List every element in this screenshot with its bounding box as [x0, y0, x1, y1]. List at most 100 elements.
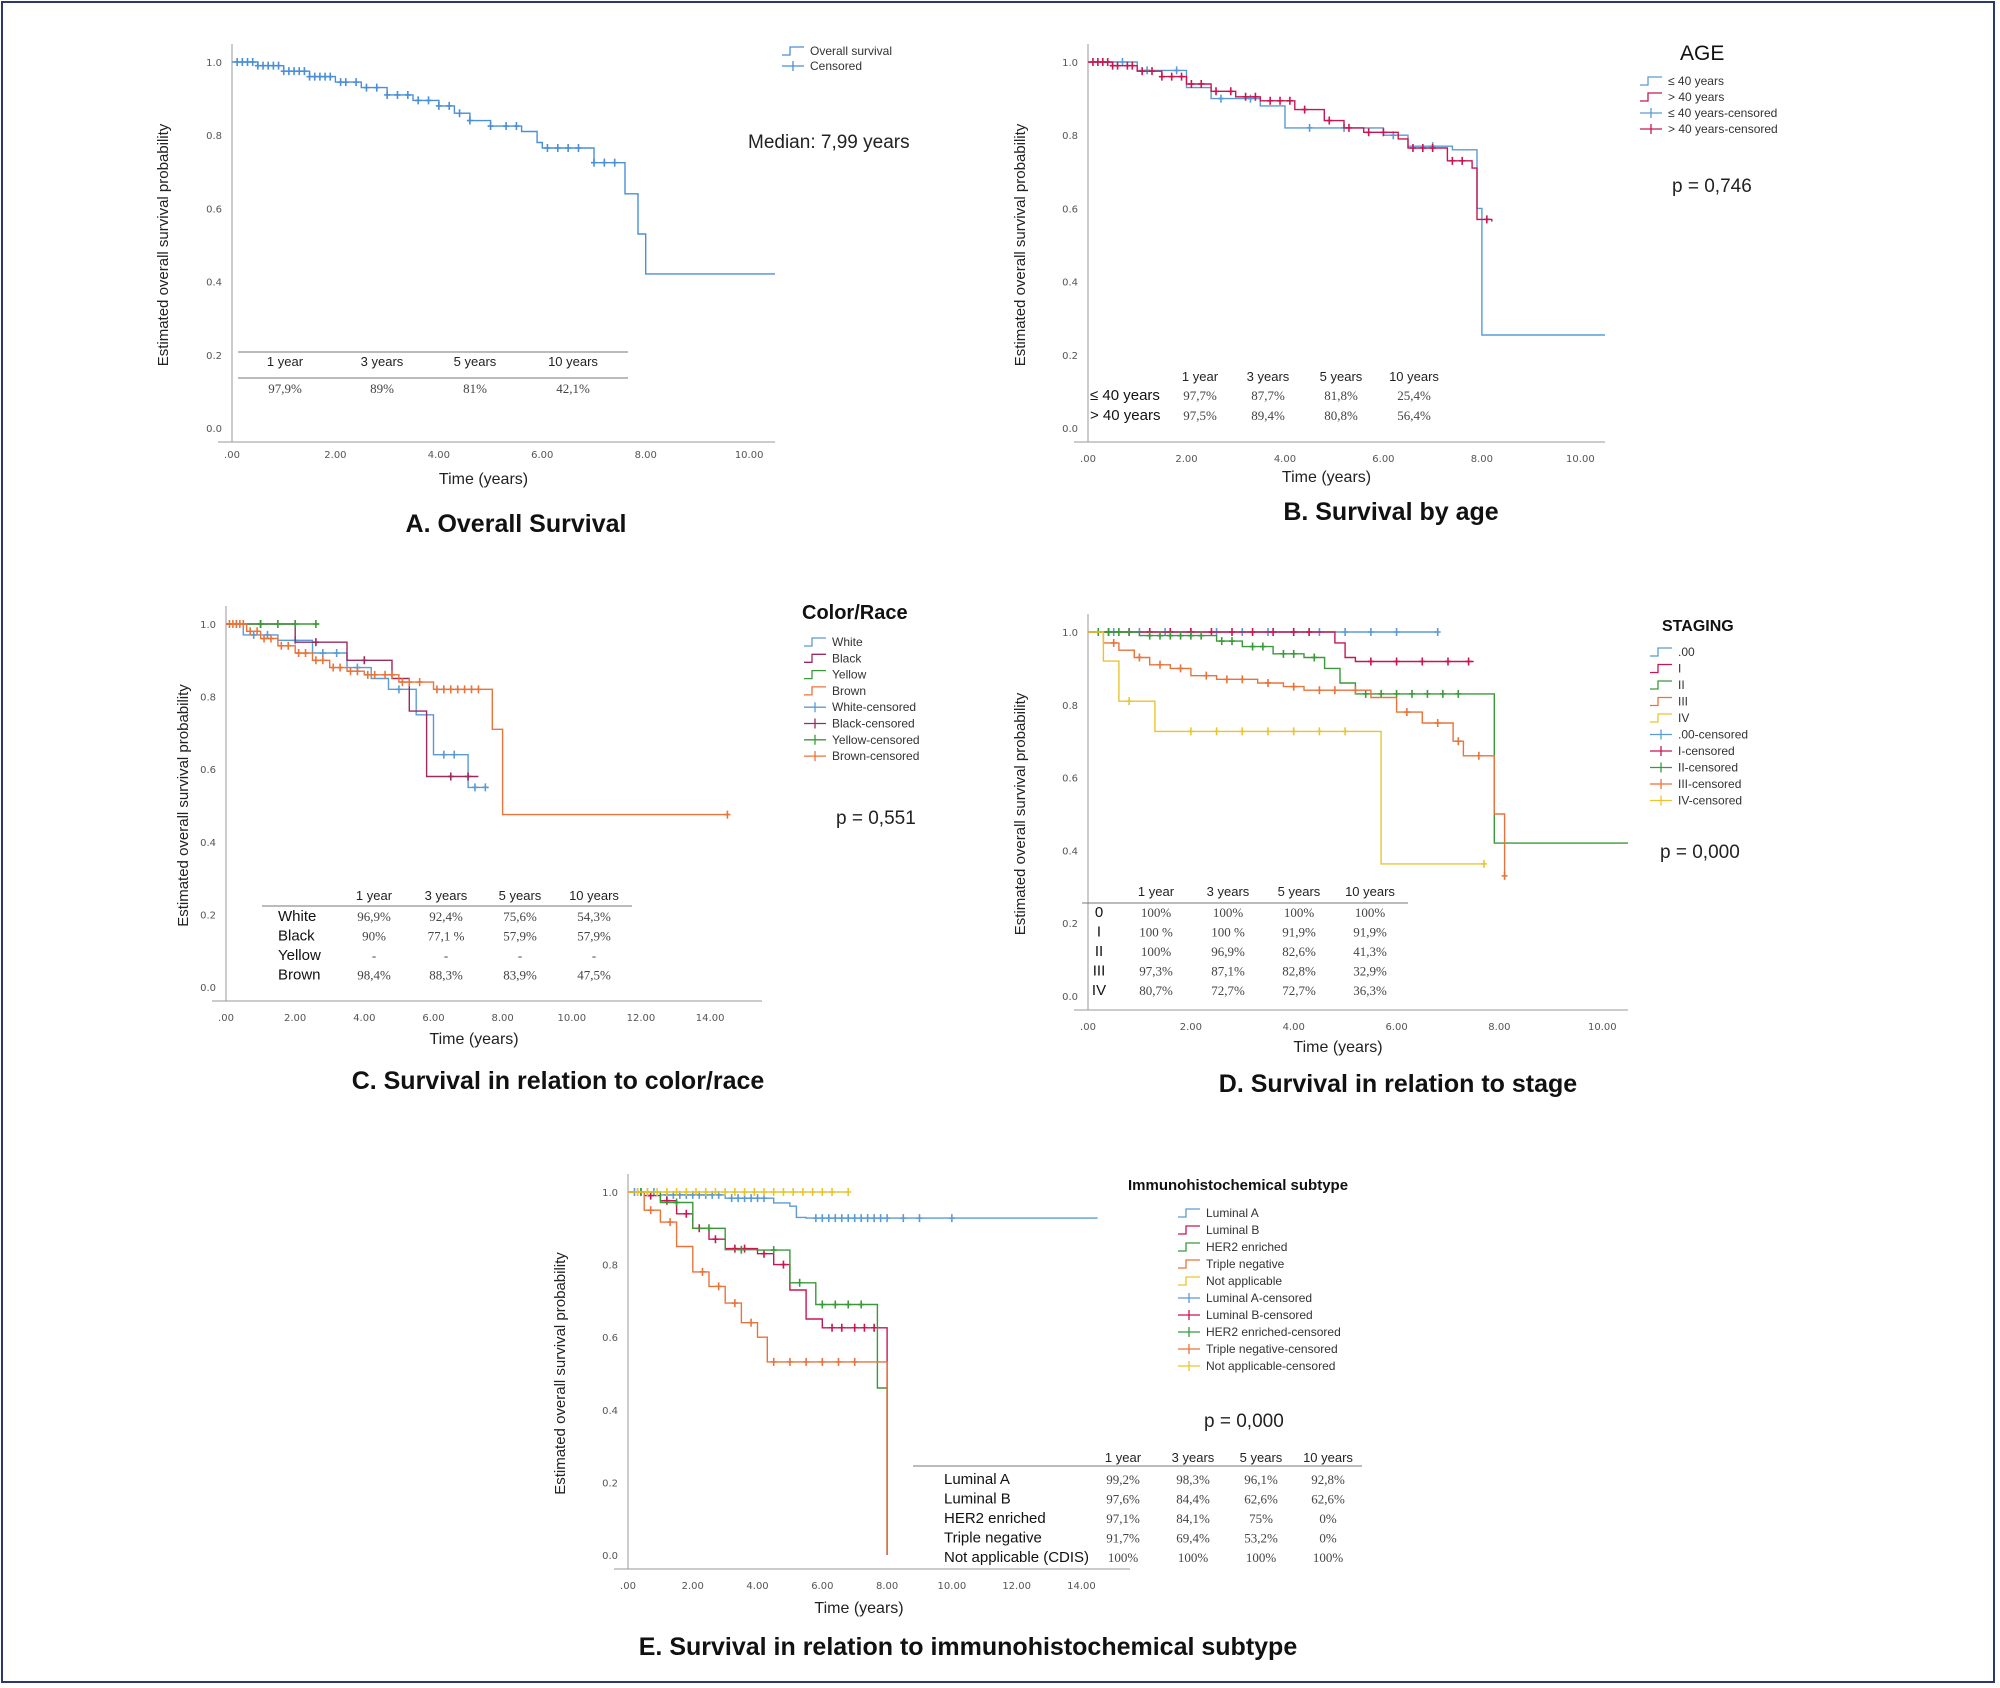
- table-cell: 100%: [1313, 1550, 1344, 1565]
- survival-table: 1 year 3 years 5 years 10 years 0 100% 100% 100…: [1082, 884, 1408, 999]
- table-cell: 100%: [1178, 1550, 1209, 1565]
- censor-mark-brown: [337, 663, 344, 672]
- series-line-white: [226, 623, 489, 789]
- y-axis-label: Estimated overall survival probability: [155, 123, 172, 366]
- censor-mark-her2-enriched: [738, 1245, 745, 1254]
- censor-mark-not-applicable: [741, 1188, 748, 1196]
- table-header: 1 year: [1182, 369, 1219, 384]
- censor-mark-triple-negative: [851, 1357, 858, 1366]
- legend-swatch: [1650, 746, 1672, 756]
- censor-mark-iii: [1455, 737, 1462, 746]
- censor-mark-luminal-a: [851, 1214, 858, 1223]
- censor-mark-triple-negative: [731, 1299, 738, 1308]
- censor-mark-40-years: [1242, 92, 1249, 101]
- censor-mark-white: [319, 649, 326, 658]
- censor-mark-luminal-a: [871, 1214, 878, 1223]
- legend-item: Yellow-censored: [832, 733, 920, 747]
- censor-mark-brown: [278, 641, 285, 650]
- censor-mark-luminal-a: [754, 1194, 761, 1203]
- censor-mark-40-years: [1247, 94, 1254, 103]
- table-cell: 81%: [463, 381, 487, 396]
- legend-item: III: [1678, 695, 1688, 709]
- censor-mark-triple-negative: [699, 1267, 706, 1276]
- legend-title: STAGING: [1662, 618, 1734, 635]
- censor-mark-not-applicable: [712, 1188, 719, 1196]
- censor-mark-brown: [454, 685, 461, 694]
- censor-mark-ii: [1362, 689, 1369, 698]
- series-line-iv: [1088, 631, 1484, 865]
- censor-mark-brown: [440, 685, 447, 694]
- censor-mark-40-years: [1365, 128, 1372, 137]
- y-tick-label: 0.2: [200, 910, 216, 921]
- censor-mark-white: [440, 750, 447, 759]
- survival-table: 1 year 3 years 5 years 10 years 97,9% 89% 81% 4…: [238, 351, 628, 396]
- legend-swatch: [1178, 1276, 1200, 1286]
- censor-mark-iii: [1434, 719, 1441, 727]
- censor-mark-iii: [1203, 671, 1210, 680]
- panel-a: 0.0 0.2 0.4 0.6 0.8 1.0 .00 2.00 4.00 6.00 8.00 10.…: [155, 44, 910, 538]
- table-cell: 54,3%: [577, 909, 611, 924]
- legend-item: IV: [1678, 711, 1689, 725]
- censor-mark-ii: [1439, 689, 1446, 698]
- censor-mark-ii: [1105, 628, 1112, 636]
- censor-mark-overall-survival: [591, 158, 597, 167]
- censor-mark-not-applicable: [644, 1188, 651, 1196]
- censor-mark-iii: [1239, 675, 1246, 684]
- censor-mark-i: [1465, 657, 1472, 666]
- censor-mark-overall-survival: [384, 90, 391, 99]
- censor-mark-luminal-b: [761, 1249, 768, 1258]
- legend-title: AGE: [1680, 42, 1724, 65]
- censor-mark-overall-survival: [342, 78, 349, 87]
- censor-mark-luminal-b: [829, 1323, 836, 1332]
- censor-mark-40-years: [1114, 61, 1121, 70]
- y-tick-label: 1.0: [602, 1188, 618, 1199]
- censor-mark-white: [482, 783, 489, 792]
- censor-mark-luminal-b: [683, 1209, 690, 1218]
- censor-mark-40-years: [1178, 72, 1185, 81]
- x-tick-label: 6.00: [531, 450, 553, 461]
- censor-mark-overall-survival: [322, 72, 329, 81]
- table-cell: 92,4%: [429, 909, 463, 924]
- censor-mark-overall-survival: [270, 61, 277, 70]
- table-cell: 87,7%: [1251, 388, 1285, 403]
- censor-mark-her2-enriched: [673, 1198, 680, 1207]
- table-row-label: HER2 enriched: [944, 1510, 1046, 1527]
- censor-mark-ii: [1115, 628, 1122, 636]
- x-tick-label: 14.00: [1067, 1581, 1096, 1592]
- censor-mark-iii: [1316, 686, 1323, 695]
- table-row-label: Yellow: [278, 947, 321, 964]
- censor-mark-ii: [1218, 637, 1225, 646]
- censor-mark-overall-survival: [254, 61, 261, 70]
- table-cell: 89,4%: [1251, 408, 1285, 423]
- censor-mark-ii: [1378, 689, 1385, 698]
- censor-mark-yellow: [257, 620, 264, 628]
- series-line-black: [226, 623, 479, 778]
- censor-mark-not-applicable: [845, 1188, 852, 1196]
- censor-mark-brown: [468, 685, 475, 694]
- legend-item: Luminal B-censored: [1206, 1308, 1313, 1322]
- censor-mark-brown: [302, 649, 309, 658]
- legend-swatch: [1650, 729, 1672, 740]
- censor-mark-triple-negative: [748, 1318, 755, 1327]
- censor-mark-triple-negative: [803, 1357, 810, 1366]
- y-tick-label: 0.4: [200, 838, 216, 849]
- censor-mark-white: [250, 630, 257, 639]
- censor-mark-overall-survival: [260, 61, 267, 70]
- table-cell: 98,4%: [357, 968, 391, 983]
- panel-b: 0.0 0.2 0.4 0.6 0.8 1.0 .00 2.00 4.00 6.00 8.00 10.…: [1012, 42, 1778, 526]
- legend-item: Luminal A: [1206, 1206, 1259, 1220]
- table-cell: 56,4%: [1397, 408, 1431, 423]
- censor-mark-00: [1393, 628, 1400, 636]
- series-line-luminal-b: [628, 1191, 888, 1555]
- censor-mark-i: [1367, 657, 1374, 666]
- y-tick-label: 0.0: [206, 424, 222, 435]
- censor-mark-i: [1445, 657, 1451, 666]
- censor-mark-ii: [1259, 642, 1266, 651]
- censor-mark-iii: [1136, 653, 1143, 662]
- table-row-label: > 40 years: [1090, 407, 1160, 424]
- censor-mark-40-years: [1459, 156, 1466, 165]
- legend-item: .00: [1678, 645, 1695, 659]
- censor-mark-overall-survival: [435, 101, 442, 110]
- x-tick-label: 8.00: [635, 450, 657, 461]
- censor-mark-ii: [1187, 631, 1194, 640]
